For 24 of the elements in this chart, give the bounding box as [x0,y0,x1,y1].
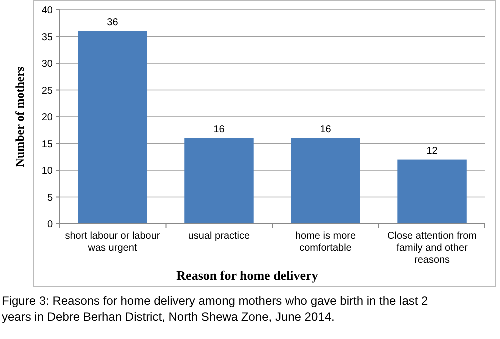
y-tick-label: 25 [42,86,54,97]
y-axis-title: Number of mothers [13,66,27,168]
x-tick-label: home is more comfortable [295,231,356,254]
bar [78,31,148,224]
y-tick-label: 40 [42,6,54,16]
caption: Figure 3: Reasons for home delivery among mothers who gave birth in the last 2 years in Debre Berhan District, North Shewa Zone, June 2014. [2,294,429,324]
x-axis-title: Reason for home delivery [176,268,319,283]
bar [398,160,467,224]
y-tick-label: 20 [42,112,54,124]
x-tick-label: usual practice [188,231,251,242]
y-tick-label: 35 [42,32,54,44]
y-tick-label: 5 [47,192,54,204]
data-label: 12 [426,146,438,157]
data-label: 36 [107,17,119,28]
x-tick-label: short labour or labour was urgent [65,231,161,254]
data-label: 16 [320,124,332,136]
x-tick-label: Close attention from family and other reasons [388,231,478,266]
data-label: 16 [214,124,226,136]
bar [184,138,254,224]
bar [291,138,360,224]
y-tick-label: 0 [47,220,54,230]
y-tick-label: 10 [42,166,54,177]
y-tick-label: 15 [42,139,54,150]
y-tick-label: 30 [42,59,54,70]
